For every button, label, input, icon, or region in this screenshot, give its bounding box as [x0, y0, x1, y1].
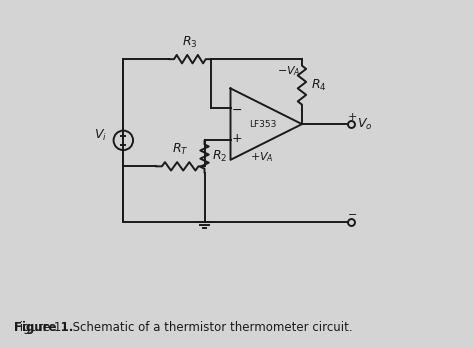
- Text: $R_3$: $R_3$: [182, 35, 198, 50]
- Text: Figure 1.: Figure 1.: [14, 321, 73, 334]
- Text: $V_o$: $V_o$: [356, 117, 372, 132]
- Text: $-$: $-$: [347, 208, 357, 219]
- Text: $R_T$: $R_T$: [172, 142, 189, 157]
- Text: $+V_A$: $+V_A$: [250, 150, 273, 164]
- Text: $R_2$: $R_2$: [212, 149, 227, 164]
- Text: LF353: LF353: [249, 120, 277, 129]
- Text: $-$: $-$: [231, 103, 242, 116]
- Text: $V_i$: $V_i$: [94, 128, 107, 143]
- Text: $-V_A$: $-V_A$: [277, 65, 301, 78]
- Text: $+$: $+$: [231, 132, 242, 145]
- Text: $R_4$: $R_4$: [311, 78, 327, 93]
- Text: Figure 1.  Schematic of a thermistor thermometer circuit.: Figure 1. Schematic of a thermistor ther…: [14, 321, 353, 334]
- Text: $+$: $+$: [347, 111, 357, 121]
